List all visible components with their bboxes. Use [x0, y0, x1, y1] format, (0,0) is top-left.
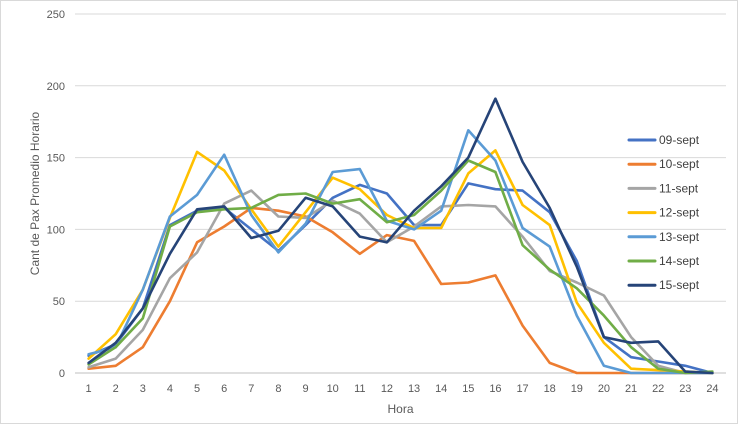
y-tick-label: 50 — [53, 296, 65, 308]
legend-label: 14-sept — [659, 254, 700, 268]
y-tick-label: 250 — [47, 9, 65, 21]
x-tick-label: 7 — [248, 383, 254, 395]
x-tick-label: 5 — [194, 383, 200, 395]
x-tick-label: 20 — [598, 383, 610, 395]
x-tick-label: 2 — [113, 383, 119, 395]
legend-entry: 14-sept — [627, 254, 700, 268]
x-tick-label: 1 — [86, 383, 92, 395]
x-tick-label: 17 — [516, 383, 528, 395]
x-tick-label: 23 — [679, 383, 691, 395]
legend: 09-sept 10-sept 11-sept 12-sept 13-sept 14-se… — [627, 133, 700, 292]
x-tick-label: 4 — [167, 383, 173, 395]
x-tick-label: 9 — [303, 383, 309, 395]
x-tick-label: 16 — [489, 383, 501, 395]
legend-entry: 15-sept — [627, 278, 700, 292]
legend-label: 10-sept — [659, 157, 700, 171]
x-tick-label: 12 — [381, 383, 393, 395]
gridlines — [75, 13, 726, 374]
x-tick-label: 3 — [140, 383, 146, 395]
series-line-13-sept — [87, 129, 714, 375]
y-tick-label: 200 — [47, 81, 65, 93]
x-tick-label: 8 — [275, 383, 281, 395]
series-line-09-sept — [87, 182, 714, 375]
legend-entry: 11-sept — [627, 181, 699, 195]
x-tick-label: 15 — [462, 383, 474, 395]
x-tick-label: 10 — [327, 383, 339, 395]
legend-entry: 12-sept — [627, 206, 700, 220]
legend-entry: 13-sept — [627, 230, 700, 244]
x-tick-label: 22 — [652, 383, 664, 395]
y-tick-label: 150 — [47, 153, 65, 165]
legend-label: 11-sept — [659, 181, 699, 195]
x-tick-label: 24 — [706, 383, 718, 395]
series-lines — [87, 97, 714, 375]
legend-entry: 10-sept — [627, 157, 700, 171]
series-line-12-sept — [87, 149, 714, 375]
x-axis-title: Hora — [387, 402, 413, 416]
x-tick-label: 13 — [408, 383, 420, 395]
y-tick-label: 0 — [59, 368, 65, 380]
x-tick-label: 21 — [625, 383, 637, 395]
x-tick-label: 14 — [435, 383, 447, 395]
y-axis-ticks: 0 50 100 150 200 250 — [47, 9, 65, 380]
x-tick-label: 19 — [571, 383, 583, 395]
series-line-10-sept — [87, 206, 714, 375]
legend-label: 12-sept — [659, 206, 700, 220]
x-tick-label: 18 — [544, 383, 556, 395]
x-tick-label: 11 — [354, 383, 365, 395]
y-tick-label: 100 — [47, 224, 65, 236]
x-axis-ticks: 1 2 3 4 5 6 7 8 9 10 11 12 13 14 15 16 17 18 19 20 21 22 23 24 — [86, 383, 719, 395]
legend-label: 09-sept — [659, 133, 700, 147]
y-axis-title: Cant de Pax Promedio Horario — [28, 111, 42, 275]
legend-entry: 09-sept — [627, 133, 700, 147]
series-line-15-sept — [87, 97, 714, 375]
legend-label: 15-sept — [659, 278, 700, 292]
series-line-11-sept — [87, 189, 714, 375]
x-tick-label: 6 — [221, 383, 227, 395]
legend-label: 13-sept — [659, 230, 700, 244]
